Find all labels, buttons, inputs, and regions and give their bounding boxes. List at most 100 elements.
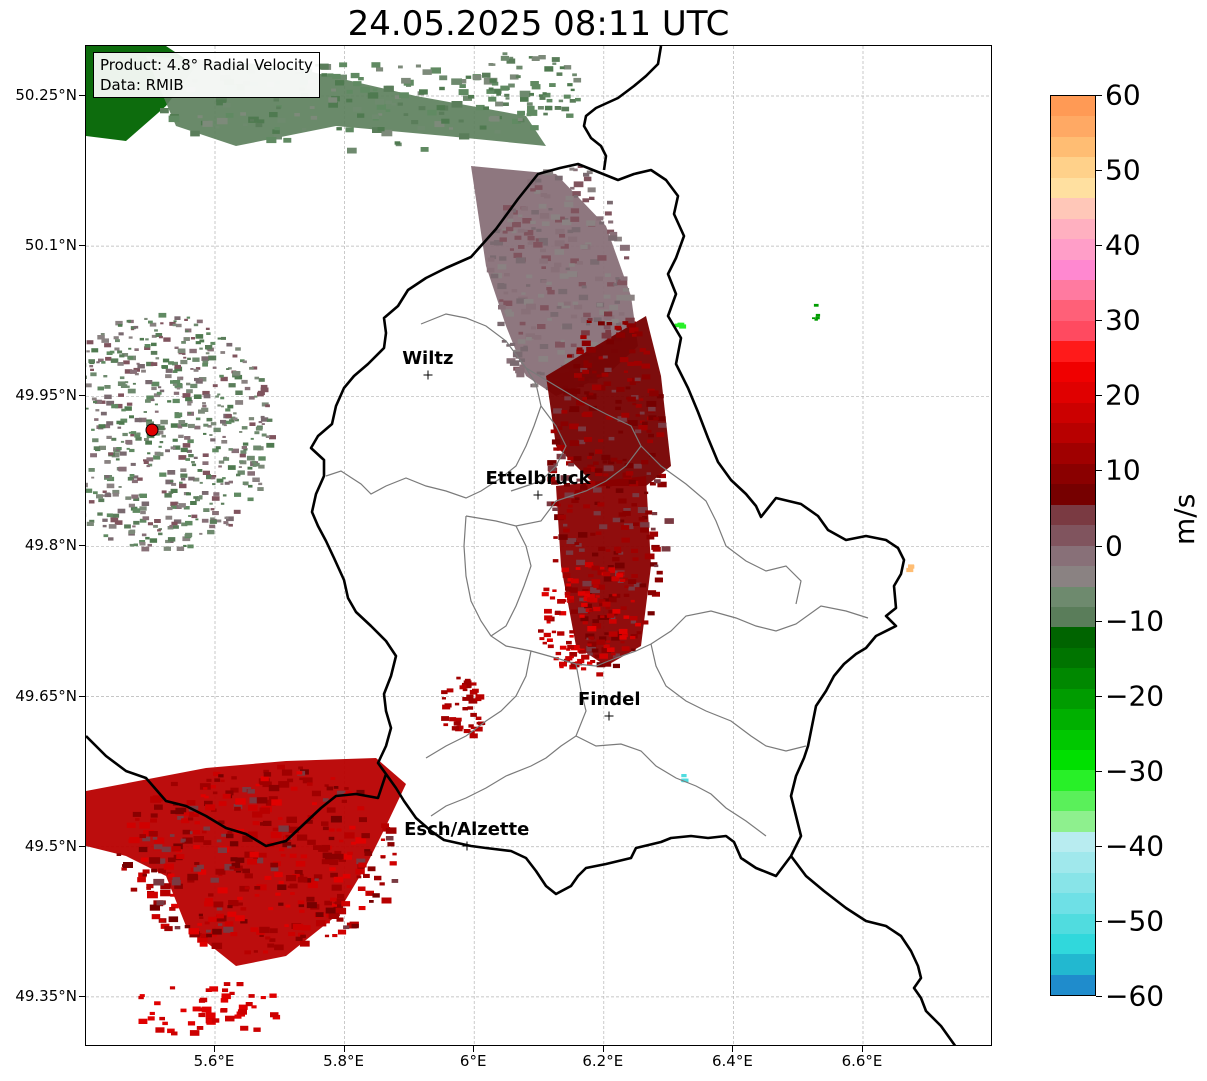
lat-tick-label: 49.5°N — [24, 836, 77, 855]
echo-pixel — [506, 216, 514, 221]
lon-tick-label: 6°E — [459, 1052, 487, 1070]
echo-pixel — [628, 579, 637, 584]
echo-pixel — [494, 130, 501, 134]
echo-pixel — [420, 147, 429, 152]
echo-pixel — [542, 92, 547, 95]
echo-pixel — [653, 479, 661, 484]
echo-pixel — [104, 343, 112, 348]
echo-pixel — [341, 901, 351, 907]
echo-pixel — [158, 335, 163, 339]
echo-pixel — [552, 559, 559, 563]
echo-pixel — [267, 943, 275, 948]
echo-pixel — [220, 351, 226, 354]
echo-pixel — [339, 839, 344, 843]
echo-pixel — [628, 586, 635, 591]
echo-pixel — [161, 846, 171, 853]
echo-pixel — [526, 337, 532, 341]
lat-tick-label: 50.1°N — [24, 236, 77, 255]
echo-pixel — [574, 497, 580, 500]
echo-pixel — [170, 781, 178, 787]
echo-pixel — [254, 376, 260, 380]
echo-pixel — [633, 522, 640, 526]
echo-pixel — [638, 517, 645, 521]
echo-pixel — [468, 724, 474, 728]
colorbar-tick-label: −60 — [1105, 979, 1165, 1013]
echo-pixel — [229, 991, 235, 995]
echo-pixel — [475, 716, 482, 720]
echo-pixel — [208, 901, 215, 906]
echo-pixel — [142, 547, 146, 550]
echo-pixel — [346, 885, 352, 889]
echo-pixel — [218, 873, 223, 877]
echo-pixel — [124, 381, 129, 384]
echo-pixel — [233, 804, 243, 810]
echo-pixel — [534, 190, 541, 194]
echo-pixel — [654, 577, 663, 583]
echo-pixel — [199, 481, 203, 484]
echo-pixel — [617, 279, 628, 286]
echo-pixel — [505, 97, 510, 100]
echo-pixel — [553, 657, 559, 661]
echo-pixel — [625, 317, 635, 324]
echo-pixel — [682, 778, 689, 783]
echo-pixel — [587, 594, 595, 599]
echo-pixel — [610, 457, 618, 462]
echo-pixel — [329, 859, 339, 866]
echo-pixel — [509, 208, 516, 213]
echo-pixel — [199, 916, 204, 919]
echo-pixel — [441, 716, 449, 721]
echo-pixel — [253, 950, 258, 953]
echo-pixel — [591, 384, 602, 391]
echo-pixel — [148, 831, 158, 837]
echo-pixel — [203, 826, 211, 831]
echo-pixel — [596, 584, 605, 590]
echo-pixel — [599, 309, 609, 315]
echo-pixel — [551, 480, 559, 485]
echo-pixel — [579, 614, 585, 618]
echo-pixel — [153, 524, 158, 528]
echo-pixel — [512, 118, 521, 124]
echo-pixel — [555, 228, 565, 235]
echo-pixel — [391, 879, 399, 883]
echo-pixel — [331, 88, 336, 92]
echo-pixel — [641, 620, 649, 625]
echo-pixel — [552, 62, 557, 65]
echo-pixel — [237, 470, 245, 475]
echo-pixel — [191, 461, 195, 464]
echo-pixel — [471, 682, 477, 686]
echo-pixel — [560, 421, 569, 427]
echo-pixel — [265, 404, 270, 408]
echo-pixel — [117, 508, 126, 514]
echo-pixel — [605, 329, 611, 334]
echo-pixel — [175, 807, 187, 815]
echo-pixel — [488, 63, 494, 66]
echo-pixel — [623, 593, 630, 597]
echo-pixel — [102, 524, 107, 528]
echo-pixel — [468, 698, 478, 704]
city-label: Esch/Alzette — [404, 818, 530, 840]
echo-pixel — [145, 536, 150, 540]
echo-pixel — [216, 519, 222, 523]
echo-pixel — [189, 348, 197, 354]
echo-pixel — [351, 923, 359, 929]
city-label: Findel — [577, 688, 641, 710]
echo-pixel — [158, 868, 167, 874]
echo-pixel — [195, 334, 204, 339]
echo-pixel — [248, 396, 255, 400]
colorbar-segment — [1051, 116, 1095, 137]
echo-pixel — [474, 726, 483, 732]
echo-pixel — [187, 357, 191, 360]
echo-pixel — [174, 383, 183, 388]
echo-pixel — [218, 774, 224, 778]
echo-pixel — [599, 602, 605, 607]
echo-pixel — [126, 319, 131, 323]
echo-pixel — [194, 425, 201, 430]
echo-pixel — [812, 317, 816, 320]
echo-pixel — [280, 853, 286, 857]
echo-pixel — [486, 89, 495, 94]
colorbar-segment — [1051, 382, 1095, 403]
echo-pixel — [242, 868, 250, 874]
echo-pixel — [403, 113, 409, 116]
echo-pixel — [604, 311, 613, 317]
echo-pixel — [592, 623, 602, 629]
